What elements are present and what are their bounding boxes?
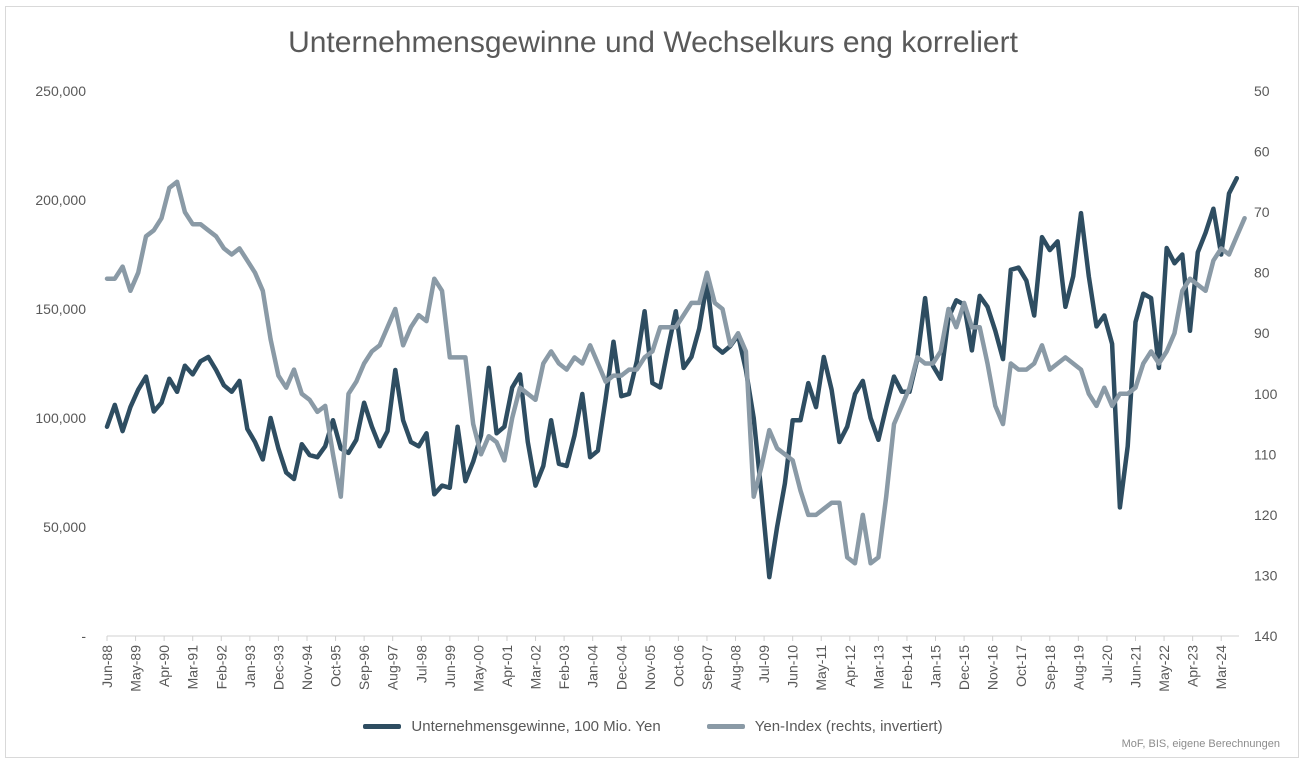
- x-tick-label: Oct-17: [1013, 645, 1029, 687]
- x-tick-label: May-00: [470, 645, 486, 692]
- x-tick-label: May-89: [128, 645, 144, 692]
- x-tick-label: May-11: [813, 645, 829, 691]
- chart-title: Unternehmensgewinne und Wechselkurs eng …: [288, 26, 1018, 59]
- x-tick-label: Apr-12: [842, 645, 858, 687]
- y-left-tick-label: -: [81, 628, 86, 644]
- y-right-tick-label: 120: [1254, 507, 1278, 523]
- x-tick-label: Mar-91: [185, 645, 201, 690]
- x-tick-label: Jun-88: [99, 645, 115, 688]
- x-tick-label: Apr-01: [499, 645, 515, 687]
- x-tick-label: Feb-92: [213, 645, 229, 690]
- x-tick-label: Jan-15: [928, 645, 944, 688]
- y-left-tick-label: 100,000: [35, 410, 86, 426]
- x-tick-label: Apr-90: [156, 645, 172, 687]
- x-tick-label: Sep-18: [1042, 645, 1058, 690]
- y-left-tick-label: 200,000: [35, 192, 86, 208]
- x-tick-label: Jul-09: [756, 645, 772, 683]
- x-tick-label: Dec-93: [270, 645, 286, 690]
- axes-group: [106, 635, 1239, 641]
- x-tick-label: Sep-07: [699, 645, 715, 690]
- x-tick-label: Jul-98: [413, 645, 429, 683]
- x-tick-label: Oct-95: [328, 645, 344, 687]
- x-tick-label: Jun-99: [442, 645, 458, 688]
- series-line-profits: [104, 175, 1240, 580]
- y-right-tick-label: 90: [1254, 325, 1270, 341]
- legend-swatch-profits: [363, 724, 402, 729]
- x-tick-label: Dec-15: [956, 645, 972, 690]
- legend-swatch-yen: [706, 724, 745, 729]
- y-right-tick-label: 70: [1254, 204, 1270, 220]
- y-right-tick-label: 60: [1254, 144, 1270, 160]
- x-tick-label: Nov-94: [299, 645, 315, 690]
- x-tick-label: Aug-97: [385, 645, 401, 690]
- legend-item-profits: Unternehmensgewinne, 100 Mio. Yen: [363, 718, 661, 735]
- legend-label-yen: Yen-Index (rechts, invertiert): [754, 718, 943, 735]
- source-note: MoF, BIS, eigene Berechnungen: [1121, 738, 1280, 750]
- x-tick-label: Mar-02: [528, 645, 544, 690]
- y-right-tick-label: 100: [1254, 386, 1278, 402]
- x-tick-label: May-22: [1156, 645, 1172, 692]
- legend-item-yen: Yen-Index (rechts, invertiert): [706, 718, 943, 735]
- y-right-tick-label: 130: [1254, 567, 1278, 583]
- tick-labels-group: - 50,000 100,000 150,000 200,000 250,000 140 13…: [35, 83, 1277, 692]
- legend-label-profits: Unternehmensgewinne, 100 Mio. Yen: [411, 718, 661, 735]
- x-tick-label: Mar-13: [870, 645, 886, 690]
- y-right-tick-label: 80: [1254, 265, 1270, 281]
- x-tick-label: Jul-20: [1099, 645, 1115, 683]
- x-tick-label: Mar-24: [1213, 645, 1229, 690]
- y-right-tick-label: 140: [1254, 628, 1278, 644]
- legend: Unternehmensgewinne, 100 Mio. Yen Yen-In…: [0, 718, 1306, 735]
- x-tick-label: Apr-23: [1185, 645, 1201, 687]
- x-tick-label: Nov-16: [985, 645, 1001, 690]
- y-right-tick-label: 110: [1254, 446, 1277, 462]
- x-tick-label: Aug-19: [1070, 645, 1086, 690]
- series-line-yen-index: [104, 179, 1247, 566]
- x-tick-label: Jan-04: [585, 645, 601, 688]
- x-tick-label: Oct-06: [670, 645, 686, 687]
- x-tick-label: Aug-08: [728, 645, 744, 690]
- x-tick-label: Jun-10: [785, 645, 801, 688]
- x-tick-label: Sep-96: [356, 645, 372, 690]
- x-tick-label: Feb-14: [899, 645, 915, 690]
- series-group: [104, 175, 1247, 580]
- y-left-tick-label: 50,000: [43, 519, 86, 535]
- y-left-tick-label: 150,000: [35, 301, 86, 317]
- x-tick-label: Jan-93: [242, 645, 258, 688]
- x-tick-label: Feb-03: [556, 645, 572, 690]
- x-tick-label: Dec-04: [613, 645, 629, 690]
- x-tick-label: Nov-05: [642, 645, 658, 690]
- y-right-tick-label: 50: [1254, 83, 1270, 99]
- x-tick-label: Jun-21: [1128, 645, 1144, 688]
- y-left-tick-label: 250,000: [35, 83, 86, 99]
